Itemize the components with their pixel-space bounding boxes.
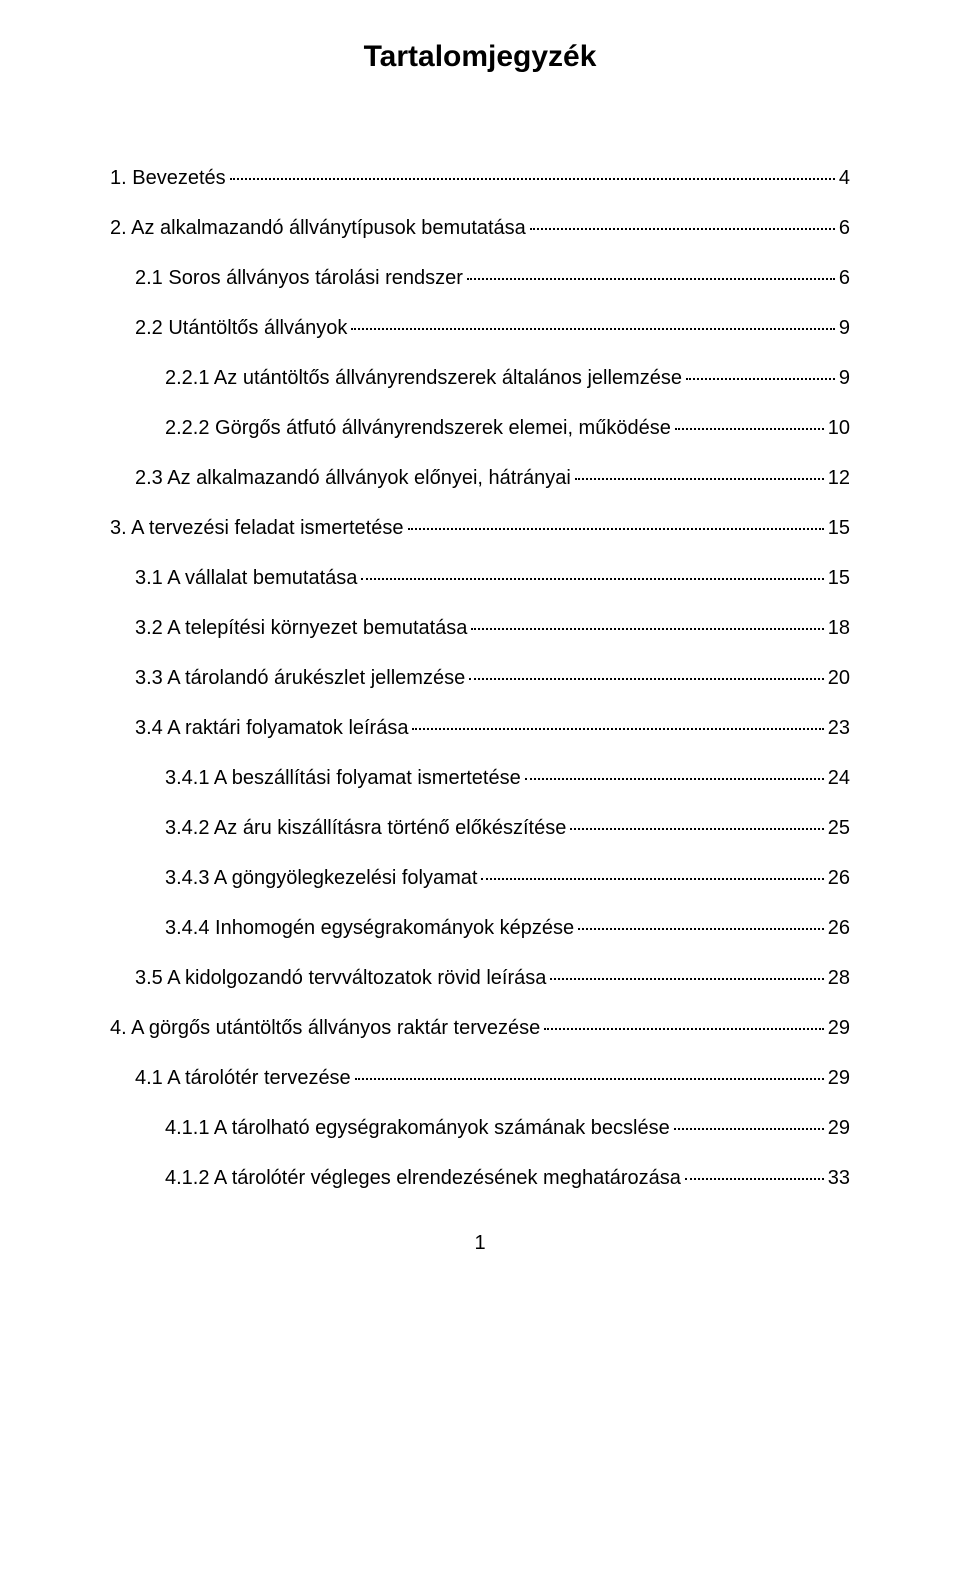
toc-entry-label: 3. A tervezési feladat ismertetése <box>110 514 404 542</box>
toc-leader-dots <box>544 1028 824 1030</box>
toc-entry-label: 3.4.1 A beszállítási folyamat ismertetés… <box>165 764 521 792</box>
toc-entry: 4.1 A tárolótér tervezése 29 <box>110 1064 850 1092</box>
toc-leader-dots <box>686 378 835 380</box>
toc-entry-page: 6 <box>839 264 850 292</box>
toc-leader-dots <box>467 278 835 280</box>
toc-leader-dots <box>412 728 823 730</box>
toc-entry-page: 33 <box>828 1164 850 1192</box>
toc-entry: 2.2.1 Az utántöltős állványrendszerek ál… <box>110 364 850 392</box>
toc-entry: 3.5 A kidolgozandó tervváltozatok rövid … <box>110 964 850 992</box>
toc-entry-page: 26 <box>828 864 850 892</box>
toc-entry: 2.2 Utántöltős állványok 9 <box>110 314 850 342</box>
toc-entry-page: 12 <box>828 464 850 492</box>
toc-entry-label: 3.1 A vállalat bemutatása <box>135 564 357 592</box>
toc-entry-label: 2.2.2 Görgős átfutó állványrendszerek el… <box>165 414 671 442</box>
toc-entry-label: 4.1.1 A tárolható egységrakományok számá… <box>165 1114 670 1142</box>
toc-leader-dots <box>530 228 835 230</box>
toc-entry-label: 2. Az alkalmazandó állványtípusok bemuta… <box>110 214 526 242</box>
toc-entry-label: 2.3 Az alkalmazandó állványok előnyei, h… <box>135 464 571 492</box>
toc-leader-dots <box>408 528 824 530</box>
toc-leader-dots <box>351 328 835 330</box>
toc-entry: 4. A görgős utántöltős állványos raktár … <box>110 1014 850 1042</box>
toc-entry-page: 23 <box>828 714 850 742</box>
document-page: Tartalomjegyzék 1. Bevezetés 4 2. Az alka… <box>0 0 960 1578</box>
toc-entry-label: 3.4 A raktári folyamatok leírása <box>135 714 408 742</box>
toc-entry-page: 15 <box>828 564 850 592</box>
toc-leader-dots <box>469 678 824 680</box>
toc-leader-dots <box>674 1128 824 1130</box>
toc-entry: 4.1.2 A tárolótér végleges elrendezéséne… <box>110 1164 850 1192</box>
toc-leader-dots <box>578 928 824 930</box>
toc-entry-page: 28 <box>828 964 850 992</box>
toc-entry-page: 24 <box>828 764 850 792</box>
toc-entry-label: 1. Bevezetés <box>110 164 226 192</box>
toc-entry: 3.4.3 A göngyölegkezelési folyamat 26 <box>110 864 850 892</box>
toc-leader-dots <box>550 978 823 980</box>
toc-entry-page: 6 <box>839 214 850 242</box>
toc-entry: 3.1 A vállalat bemutatása 15 <box>110 564 850 592</box>
toc-leader-dots <box>481 878 823 880</box>
toc-entry-label: 3.2 A telepítési környezet bemutatása <box>135 614 467 642</box>
toc-entry-page: 26 <box>828 914 850 942</box>
toc-leader-dots <box>525 778 824 780</box>
toc-leader-dots <box>675 428 824 430</box>
toc-entry-page: 29 <box>828 1014 850 1042</box>
toc-entry-label: 3.4.3 A göngyölegkezelési folyamat <box>165 864 477 892</box>
toc-entry-label: 2.1 Soros állványos tárolási rendszer <box>135 264 463 292</box>
toc-entry-label: 4.1 A tárolótér tervezése <box>135 1064 351 1092</box>
toc-leader-dots <box>355 1078 824 1080</box>
toc-leader-dots <box>570 828 823 830</box>
toc-entry-page: 29 <box>828 1114 850 1142</box>
toc-entry-label: 4. A görgős utántöltős állványos raktár … <box>110 1014 540 1042</box>
toc-entry: 2.1 Soros állványos tárolási rendszer 6 <box>110 264 850 292</box>
toc-entry: 3.4.4 Inhomogén egységrakományok képzése… <box>110 914 850 942</box>
toc-entry: 3.4 A raktári folyamatok leírása 23 <box>110 714 850 742</box>
toc-entry-page: 9 <box>839 364 850 392</box>
toc-entry-label: 2.2 Utántöltős állványok <box>135 314 347 342</box>
toc-entry-page: 4 <box>839 164 850 192</box>
page-number: 1 <box>110 1232 850 1255</box>
toc-entry: 2. Az alkalmazandó állványtípusok bemuta… <box>110 214 850 242</box>
toc-leader-dots <box>685 1178 824 1180</box>
toc-entry: 4.1.1 A tárolható egységrakományok számá… <box>110 1114 850 1142</box>
toc-leader-dots <box>471 628 823 630</box>
toc-entry-label: 3.4.2 Az áru kiszállításra történő előké… <box>165 814 566 842</box>
toc-entry-page: 18 <box>828 614 850 642</box>
toc-entry-label: 3.5 A kidolgozandó tervváltozatok rövid … <box>135 964 546 992</box>
toc-entry: 3.2 A telepítési környezet bemutatása 18 <box>110 614 850 642</box>
toc-entry-label: 3.3 A tárolandó árukészlet jellemzése <box>135 664 465 692</box>
toc-leader-dots <box>361 578 823 580</box>
toc-leader-dots <box>575 478 824 480</box>
toc-entry: 3. A tervezési feladat ismertetése 15 <box>110 514 850 542</box>
page-title: Tartalomjegyzék <box>110 40 850 74</box>
toc-entry: 3.3 A tárolandó árukészlet jellemzése 20 <box>110 664 850 692</box>
toc-entry-page: 9 <box>839 314 850 342</box>
toc-entry-label: 4.1.2 A tárolótér végleges elrendezéséne… <box>165 1164 681 1192</box>
toc-leader-dots <box>230 178 835 180</box>
toc-entry-label: 2.2.1 Az utántöltős állványrendszerek ál… <box>165 364 682 392</box>
toc-entry: 3.4.1 A beszállítási folyamat ismertetés… <box>110 764 850 792</box>
toc-entry-page: 20 <box>828 664 850 692</box>
toc-entry: 3.4.2 Az áru kiszállításra történő előké… <box>110 814 850 842</box>
toc-entry: 2.2.2 Görgős átfutó állványrendszerek el… <box>110 414 850 442</box>
toc-entry-page: 25 <box>828 814 850 842</box>
toc-entry-label: 3.4.4 Inhomogén egységrakományok képzése <box>165 914 574 942</box>
toc-entry-page: 15 <box>828 514 850 542</box>
toc-entry-page: 29 <box>828 1064 850 1092</box>
toc-entry: 1. Bevezetés 4 <box>110 164 850 192</box>
toc-entry: 2.3 Az alkalmazandó állványok előnyei, h… <box>110 464 850 492</box>
toc-entry-page: 10 <box>828 414 850 442</box>
table-of-contents: 1. Bevezetés 4 2. Az alkalmazandó állvány… <box>110 164 850 1192</box>
